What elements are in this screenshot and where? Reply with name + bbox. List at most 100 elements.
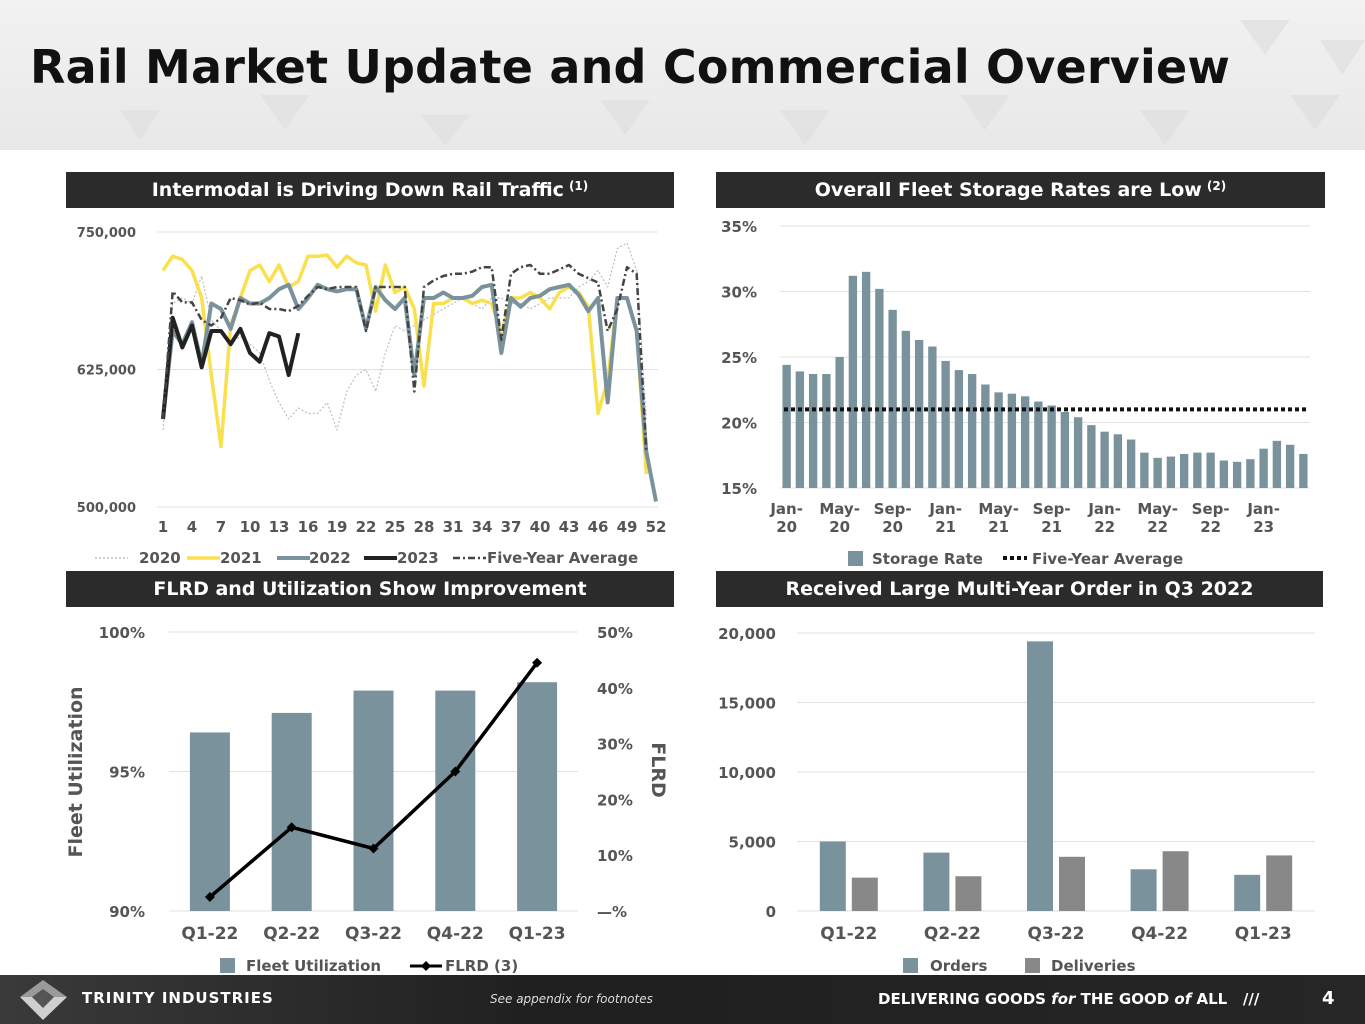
storage-rate-bar [1232, 461, 1242, 488]
panel-title-text: Intermodal is Driving Down Rail Traffic [151, 179, 564, 201]
utilization-bar [435, 690, 476, 911]
x-tick-label: 13 [269, 518, 290, 536]
x-tick-label: Sep- [1033, 500, 1071, 518]
y-tick-label: 20,000 [718, 625, 776, 643]
storage-rate-bar [1179, 453, 1189, 488]
storage-rate-bar [1113, 434, 1123, 488]
orders-bar [1234, 874, 1261, 911]
x-tick-label: Sep- [1192, 500, 1230, 518]
tagline-of: of [1174, 990, 1192, 1008]
legend-swatch [220, 958, 235, 973]
footnote-marker: (1) [568, 179, 589, 193]
x-tick-label: Q1-23 [509, 924, 566, 944]
utilization-bar [271, 712, 312, 911]
storage-rate-bar [1007, 393, 1017, 488]
orders-deliveries-chart: 0 5,000 10,000 15,000 20,000 Q1-22 Q2-22 Q3-22 Q… [718, 625, 1315, 974]
x-tick-label: 22 [1094, 518, 1115, 536]
legend-label: Fleet Utilization [246, 957, 381, 974]
storage-rate-bar [1285, 444, 1295, 488]
page-title: Rail Market Update and Commercial Overvi… [30, 40, 1231, 94]
storage-rate-bar [888, 309, 897, 488]
page-number: 4 [1322, 988, 1335, 1009]
footnote-marker: (2) [1206, 179, 1227, 193]
legend-label: 2021 [220, 549, 262, 567]
brand-name: TRINITY INDUSTRIES [82, 989, 274, 1007]
legend-label: Orders [930, 957, 987, 974]
y-tick-label: 5,000 [729, 834, 776, 852]
x-tick-label: Sep- [874, 500, 912, 518]
flrd-marker [368, 843, 379, 854]
series-line-2023 [161, 315, 301, 420]
x-tick-label: 25 [385, 518, 406, 536]
x-tick-label: May- [819, 500, 860, 518]
x-tick-label: Q2-22 [924, 924, 981, 944]
tagline-for: for [1051, 990, 1076, 1008]
flrd-marker [532, 657, 543, 668]
storage-rate-bar [967, 374, 977, 488]
storage-rate-bar [941, 360, 950, 488]
y-tick-label: 35% [721, 218, 757, 236]
legend-swatch [1025, 958, 1040, 973]
tagline-part: DELIVERING GOODS [878, 990, 1052, 1008]
x-tick-label: 7 [216, 518, 226, 536]
deliveries-bar [851, 877, 878, 911]
flrd-marker [450, 766, 461, 777]
storage-rate-bar [1140, 452, 1149, 488]
storage-rate-bar [1259, 448, 1268, 488]
panel-title-rail-traffic: Intermodal is Driving Down Rail Traffic (… [66, 172, 674, 208]
x-tick-label: 28 [414, 518, 435, 536]
y2-axis-title: FLRD [647, 742, 669, 798]
flrd-marker [286, 822, 297, 833]
x-tick-label: May- [1137, 500, 1178, 518]
storage-rate-bar [875, 288, 884, 488]
y-tick-label: 625,000 [77, 364, 136, 379]
storage-rate-bar [981, 384, 990, 488]
x-tick-label: 31 [443, 518, 464, 536]
y-tick-label: 20% [721, 415, 757, 433]
panel-title-storage-rates: Overall Fleet Storage Rates are Low (2) [716, 172, 1325, 208]
y-tick-label: 30% [721, 284, 757, 302]
y-tick-label: 95% [109, 764, 145, 782]
storage-rate-bar [861, 271, 871, 488]
y-tick-label: 500,000 [77, 501, 136, 516]
x-tick-label: 16 [298, 518, 319, 536]
storage-rate-bar-chart: 15%20%25%30%35%Jan-20May-20Sep-20Jan-21M… [721, 218, 1310, 568]
storage-rate-bar [994, 392, 1003, 488]
storage-rate-bar [1206, 452, 1215, 488]
y-tick-label: 15,000 [718, 695, 776, 713]
x-tick-label: Q4-22 [1131, 924, 1188, 944]
x-tick-label: Q2-22 [263, 924, 320, 944]
footer-bar: TRINITY INDUSTRIES See appendix for foot… [0, 975, 1365, 1024]
storage-rate-bar [1034, 401, 1043, 488]
x-tick-label: 40 [530, 518, 551, 536]
utilization-bar [353, 690, 394, 911]
utilization-bar [189, 732, 230, 911]
x-tick-label: 23 [1253, 518, 1274, 536]
storage-rate-bar [1193, 452, 1202, 488]
x-tick-label: Q3-22 [345, 924, 402, 944]
y2-tick-label: —% [597, 903, 627, 921]
x-tick-label: Jan- [1246, 500, 1280, 518]
deliveries-bar [1162, 851, 1189, 911]
tagline: DELIVERING GOODS for THE GOOD of ALL /// [878, 990, 1259, 1008]
x-tick-label: 46 [588, 518, 609, 536]
y-tick-label: 90% [109, 903, 145, 921]
legend-label: Deliveries [1051, 957, 1136, 974]
y-tick-label: 25% [721, 349, 757, 367]
legend-label: Five-Year Average [1032, 550, 1183, 568]
y-tick-label: 15% [721, 480, 757, 498]
x-tick-label: 22 [1200, 518, 1221, 536]
x-tick-label: 52 [646, 518, 667, 536]
orders-bar [819, 841, 846, 911]
x-tick-label: 10 [240, 518, 261, 536]
tagline-part: THE GOOD [1075, 990, 1175, 1008]
storage-rate-bar [822, 374, 831, 488]
storage-rate-bar [795, 371, 805, 488]
deliveries-bar [955, 876, 982, 911]
storage-rate-bar [1020, 396, 1030, 488]
x-tick-label: 22 [1147, 518, 1168, 536]
legend-label: 2022 [309, 549, 351, 567]
rail-traffic-line-chart: 500,000 625,000 750,000 1 4 7 10 13 16 19 22 25 28 31… [77, 226, 667, 567]
x-tick-label: Q1-22 [181, 924, 238, 944]
panel-title-text: Overall Fleet Storage Rates are Low [814, 179, 1202, 201]
